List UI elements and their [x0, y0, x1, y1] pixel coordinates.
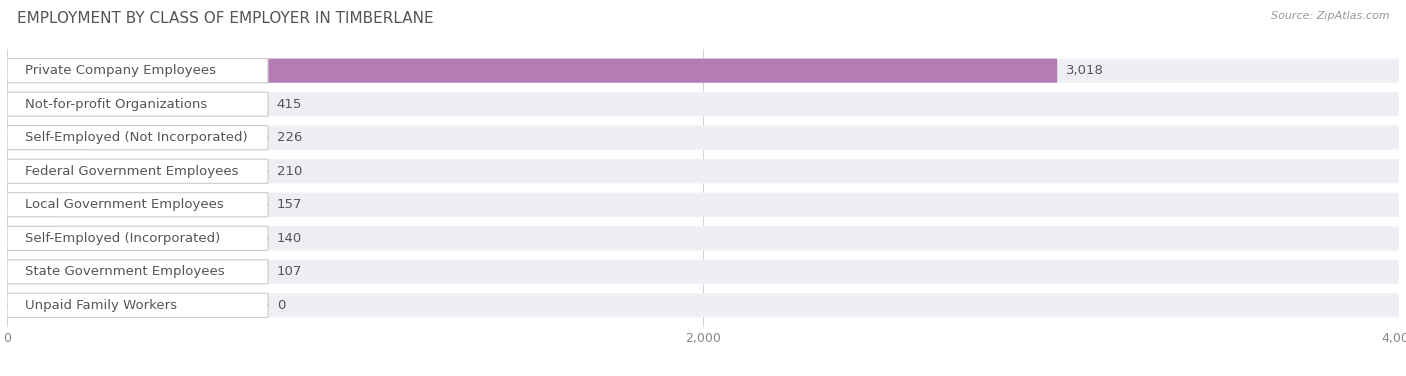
FancyBboxPatch shape: [7, 59, 1057, 83]
FancyBboxPatch shape: [7, 260, 269, 284]
Text: State Government Employees: State Government Employees: [25, 265, 225, 278]
Text: Federal Government Employees: Federal Government Employees: [25, 165, 239, 178]
Text: Local Government Employees: Local Government Employees: [25, 198, 224, 211]
FancyBboxPatch shape: [7, 59, 269, 83]
FancyBboxPatch shape: [7, 226, 1399, 250]
FancyBboxPatch shape: [7, 126, 269, 150]
Text: 210: 210: [277, 165, 302, 178]
FancyBboxPatch shape: [7, 226, 269, 250]
Text: Self-Employed (Not Incorporated): Self-Employed (Not Incorporated): [25, 131, 247, 144]
Text: EMPLOYMENT BY CLASS OF EMPLOYER IN TIMBERLANE: EMPLOYMENT BY CLASS OF EMPLOYER IN TIMBE…: [17, 11, 433, 26]
Text: 415: 415: [277, 98, 302, 111]
Text: 226: 226: [277, 131, 302, 144]
Text: 3,018: 3,018: [1066, 64, 1104, 77]
FancyBboxPatch shape: [7, 59, 1399, 83]
Text: Source: ZipAtlas.com: Source: ZipAtlas.com: [1271, 11, 1389, 21]
FancyBboxPatch shape: [7, 92, 1399, 116]
Text: 157: 157: [277, 198, 302, 211]
Text: Self-Employed (Incorporated): Self-Employed (Incorporated): [25, 232, 221, 245]
Text: Not-for-profit Organizations: Not-for-profit Organizations: [25, 98, 208, 111]
Text: 0: 0: [277, 299, 285, 312]
Text: 140: 140: [277, 232, 302, 245]
FancyBboxPatch shape: [7, 159, 1399, 183]
FancyBboxPatch shape: [7, 193, 269, 217]
FancyBboxPatch shape: [7, 293, 1399, 317]
FancyBboxPatch shape: [7, 159, 80, 183]
FancyBboxPatch shape: [7, 159, 269, 183]
FancyBboxPatch shape: [7, 126, 1399, 150]
FancyBboxPatch shape: [7, 92, 152, 116]
Text: Unpaid Family Workers: Unpaid Family Workers: [25, 299, 177, 312]
FancyBboxPatch shape: [7, 193, 62, 217]
FancyBboxPatch shape: [7, 226, 56, 250]
FancyBboxPatch shape: [7, 92, 269, 116]
FancyBboxPatch shape: [7, 260, 44, 284]
FancyBboxPatch shape: [7, 193, 1399, 217]
Text: 107: 107: [277, 265, 302, 278]
FancyBboxPatch shape: [7, 293, 269, 317]
Text: Private Company Employees: Private Company Employees: [25, 64, 217, 77]
FancyBboxPatch shape: [7, 260, 1399, 284]
FancyBboxPatch shape: [7, 126, 86, 150]
